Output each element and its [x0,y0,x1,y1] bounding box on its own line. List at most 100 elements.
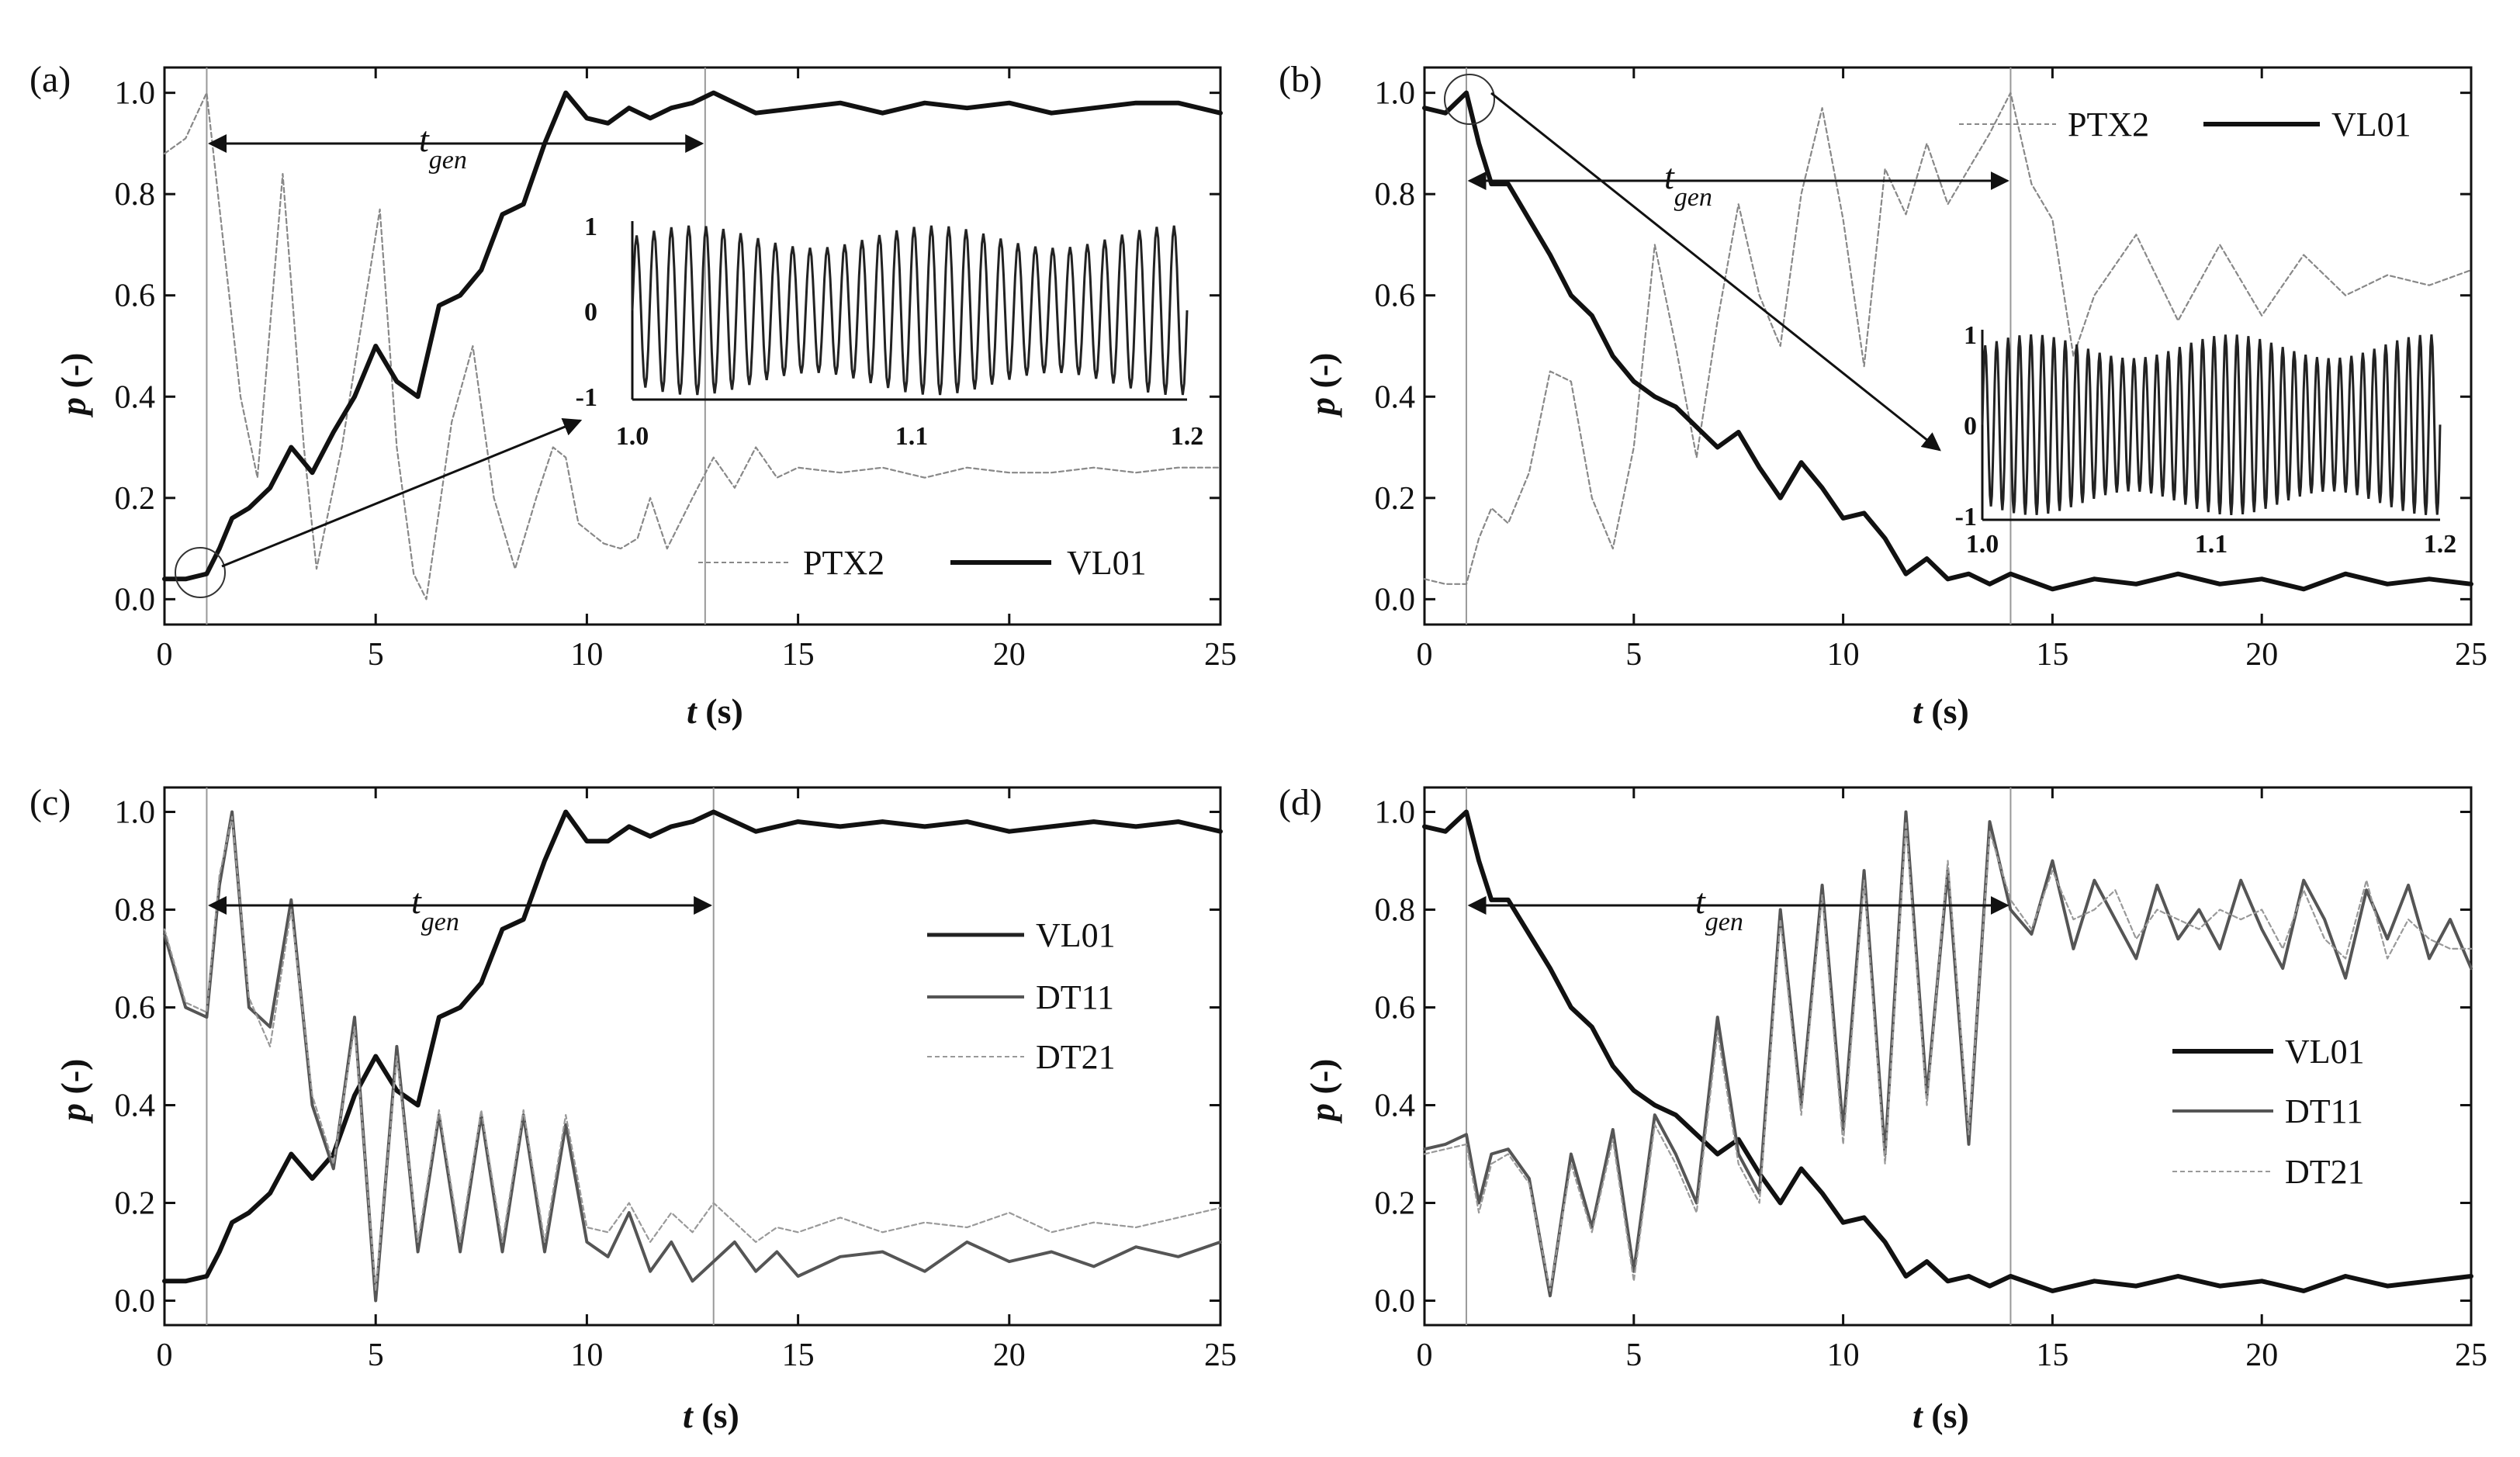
legend-label-dt21: DT21 [2285,1153,2365,1191]
series-vl01 [1422,809,2473,1293]
series-vl01 [1422,90,2473,592]
series-dt21 [1423,820,2473,1293]
y-tick-label: 0.2 [115,481,156,517]
x-axis-label-var: t [1912,1396,1923,1435]
x-axis-label: t (s) [683,1396,739,1435]
inset-graph [175,221,1189,598]
inset-ytick-label: -1 [1955,503,1977,531]
panel-b: (b) p (-) t (s) tgen 0 5 10 15 20 250.00.20.4… [1279,59,2487,731]
y-axis-label-unit: (-) [54,353,93,389]
x-tick-label: 5 [368,1338,384,1373]
series-vl01 [162,809,1223,1284]
panel-label: (b) [1279,59,1322,100]
plot-frame [163,786,1222,1327]
y-tick-label: 0.4 [115,1088,156,1124]
x-tick-label: 5 [1625,1338,1642,1373]
inset-graph [1444,74,2442,521]
legend-label-vl01: VL01 [2285,1033,2365,1071]
y-tick-label: 0.4 [115,379,156,415]
legend-label-ptx2: PTX2 [2068,106,2149,144]
inset-xtick-label: 1.1 [2195,530,2228,559]
x-axis-label-var: t [683,1396,694,1435]
inset-pointer-arrow [1490,92,1941,452]
inset-ytick-label: -1 [576,383,597,412]
x-tick-label: 25 [1204,1338,1237,1373]
y-tick-label: 1.0 [115,76,156,112]
tgen-subscript: gen [1705,908,1743,936]
inset-xtick-label: 1.2 [1171,422,1204,451]
y-tick-label: 0.0 [1375,1284,1416,1320]
x-axis-label-unit: (s) [701,1396,739,1435]
series-ptx2 [163,92,1222,600]
inset-ytick-label: 1 [1964,321,1977,350]
legend: PTX2 VL01 [1959,106,2411,144]
legend-label-ptx2: PTX2 [803,544,884,582]
y-tick-label: 0.6 [1375,279,1416,314]
y-tick-label: 0.8 [1375,177,1416,213]
inset-xtick-label: 1.1 [895,422,929,451]
x-tick-label: 20 [2245,637,2278,673]
plot-frame [1423,786,2473,1327]
tgen-label: tgen [419,119,467,175]
legend-label-vl01: VL01 [1067,544,1147,582]
plot-frame [1423,66,2473,626]
x-axis-label-var: t [1912,691,1923,731]
x-tick-label: 10 [1827,637,1860,673]
tgen-label: tgen [411,881,459,936]
x-tick-label: 0 [157,1338,173,1373]
series-ptx2 [1423,92,2473,585]
x-tick-label: 20 [2245,1338,2278,1373]
x-tick-label: 20 [993,1338,1026,1373]
x-tick-label: 0 [157,637,173,673]
x-tick-label: 5 [1625,637,1642,673]
y-axis-label-var: p [1303,397,1342,418]
inset-plot: 1 0 -1 1.0 1.1 1.2 [1955,321,2457,559]
inset-ytick-label: 0 [1964,412,1977,441]
y-tick-label: 0.2 [1375,481,1416,517]
x-tick-label: 25 [2455,1338,2487,1373]
legend: VL01 DT11 DT21 [2172,1033,2365,1191]
y-axis-label: p (-) [1303,1059,1342,1124]
tgen-subscript: gen [1674,183,1712,212]
x-tick-label: 0 [1417,637,1433,673]
inset-signal [631,225,1189,396]
y-tick-label: 0.4 [1375,1088,1416,1124]
y-tick-label: 0.0 [115,582,156,618]
panel-d: (d) p (-) t (s) tgen 0 5 10 15 20 250.00.20.4… [1279,782,2487,1435]
panel-label: (a) [29,59,71,100]
y-tick-label: 0.2 [1375,1186,1416,1222]
y-axis-label: p (-) [1303,353,1342,418]
tgen-subscript: gen [421,908,459,936]
legend-label-vl01: VL01 [1036,916,1116,954]
inset-xtick-label: 1.2 [2424,530,2457,559]
x-axis-label: t (s) [1912,1396,1969,1435]
highlight-circle [175,547,226,598]
x-axis-label: t (s) [1912,691,1969,731]
x-tick-label: 5 [368,637,384,673]
y-tick-label: 0.0 [115,1284,156,1320]
y-tick-label: 1.0 [1375,795,1416,831]
x-tick-label: 25 [1204,637,1237,673]
y-axis-label: p (-) [54,1059,93,1124]
x-tick-label: 10 [1827,1338,1860,1373]
x-axis-label-unit: (s) [1931,691,1969,731]
x-tick-label: 25 [2455,637,2487,673]
panel-label: (d) [1279,782,1322,823]
y-tick-label: 0.6 [115,279,156,314]
x-tick-label: 15 [2036,637,2068,673]
y-tick-label: 0.0 [1375,582,1416,618]
y-axis-label-unit: (-) [1303,353,1342,389]
x-axis-label: t (s) [687,691,743,731]
legend: PTX2 VL01 [698,544,1147,582]
y-tick-label: 0.6 [115,991,156,1026]
panel-label: (c) [29,782,71,823]
y-axis-label-unit: (-) [54,1059,93,1095]
series-dt21 [163,815,1222,1293]
inset-plot: 1 0 -1 1.0 1.1 1.2 [576,213,1204,451]
legend-label-dt11: DT11 [1036,978,1114,1016]
inset-xtick-label: 1.0 [616,422,649,451]
panel-c: (c) p (-) t (s) tgen 0 5 10 15 20 250.00.20.4… [29,782,1237,1435]
x-tick-label: 0 [1417,1338,1433,1373]
series-vl01 [162,90,1223,582]
